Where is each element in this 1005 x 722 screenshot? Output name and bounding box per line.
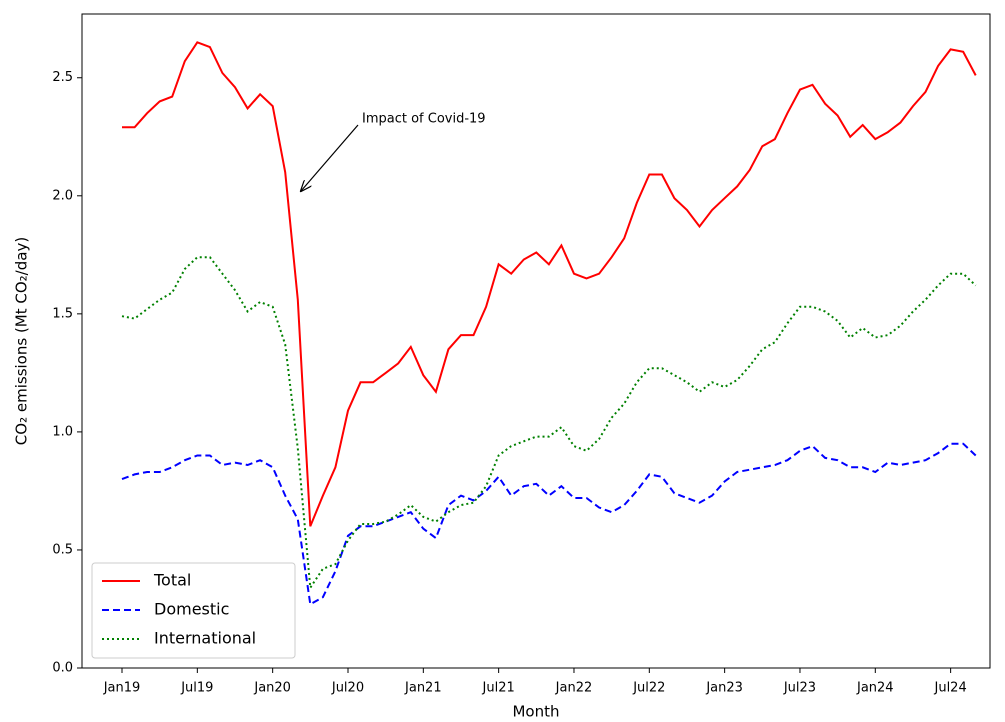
x-tick-label: Jul21 — [482, 681, 515, 696]
legend-label: Total — [153, 571, 191, 590]
y-tick-label: 0.5 — [52, 542, 73, 557]
series-line — [122, 41, 977, 527]
y-tick-label: 0.0 — [52, 661, 73, 676]
y-tick-label: 2.0 — [52, 188, 73, 203]
x-tick-label: Jul20 — [331, 681, 364, 696]
x-tick-label: Jan23 — [705, 681, 743, 696]
y-axis-label: CO₂ emissions (Mt CO₂/day) — [13, 237, 31, 445]
x-tick-label: Jul23 — [783, 681, 816, 696]
x-tick-label: Jan19 — [103, 681, 141, 696]
x-axis-label: Month — [512, 703, 559, 721]
y-tick-label: 1.0 — [52, 424, 73, 439]
x-tick-label: Jul24 — [934, 681, 967, 696]
y-tick-label: 1.5 — [52, 306, 73, 321]
x-tick-label: Jul19 — [180, 681, 213, 696]
x-tick-label: Jan22 — [555, 681, 593, 696]
x-tick-label: Jan24 — [856, 681, 894, 696]
series-line — [121, 442, 977, 606]
x-tick-label: Jul22 — [632, 681, 665, 696]
x-tick-label: Jan20 — [253, 681, 291, 696]
annotation-arrow — [301, 124, 359, 191]
y-tick-label: 2.5 — [52, 70, 73, 85]
annotation: Impact of Covid-19 — [362, 112, 486, 127]
legend: Total Domestic International — [91, 562, 296, 659]
plot-frame — [81, 13, 991, 669]
legend-label: International — [154, 629, 256, 648]
legend-box — [91, 562, 296, 659]
legend-label: Domestic — [154, 600, 229, 619]
series-line — [121, 256, 977, 591]
x-tick-label: Jan21 — [404, 681, 442, 696]
